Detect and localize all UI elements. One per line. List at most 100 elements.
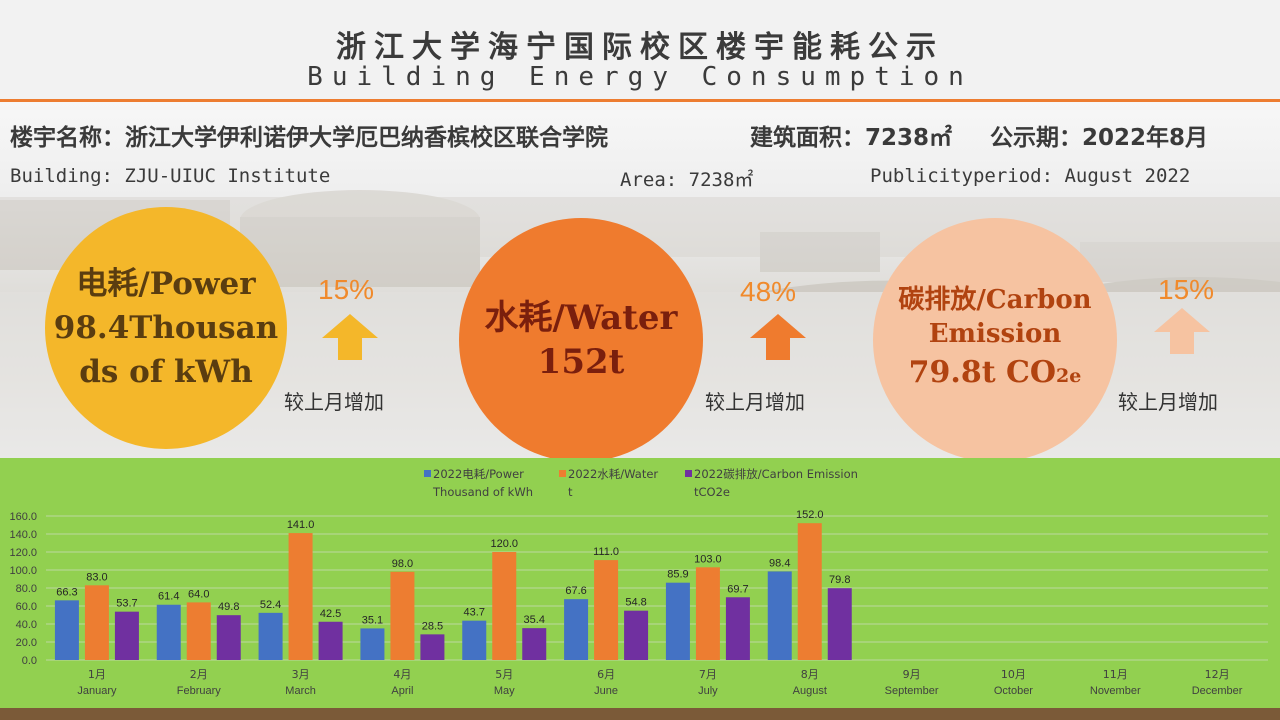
title-en: Building Energy Consumption — [307, 62, 973, 92]
legend-swatch — [685, 470, 692, 477]
x-tick-label: 11月 — [1103, 668, 1128, 681]
data-label: 35.4 — [524, 614, 545, 626]
building-name-en: Building: ZJU-UIUC Institute — [10, 165, 331, 187]
x-tick-label: 5月 — [495, 668, 513, 681]
x-tick-label: 8月 — [801, 668, 819, 681]
x-tick-label-en: October — [994, 685, 1033, 697]
legend-label-2: t — [568, 485, 573, 499]
y-tick-label: 40.0 — [16, 619, 37, 631]
data-label: 79.8 — [829, 574, 850, 586]
data-label: 54.8 — [625, 597, 646, 609]
bar — [665, 582, 690, 660]
bar — [624, 610, 649, 660]
data-label: 61.4 — [158, 591, 179, 603]
y-tick-label: 140.0 — [9, 529, 37, 541]
water-change-percent: 48% — [740, 276, 797, 307]
campus-photo-band: 楼宇名称：浙江大学伊利诺伊大学厄巴纳香槟校区联合学院 建筑面积：7238㎡ 公示… — [0, 102, 1280, 458]
bar — [318, 621, 343, 660]
data-label: 35.1 — [362, 614, 383, 626]
data-label: 67.6 — [565, 585, 586, 597]
bar — [522, 628, 547, 660]
bar — [288, 533, 313, 660]
bar — [258, 612, 283, 660]
power-arrow-up-icon — [322, 314, 378, 360]
x-tick-label-en: June — [594, 685, 618, 697]
legend-label-2: tCO2e — [694, 485, 730, 499]
data-label: 66.3 — [56, 586, 77, 598]
bar — [827, 588, 852, 660]
legend-label: 2022碳排放/Carbon Emission — [694, 467, 858, 481]
x-tick-label-en: January — [77, 685, 117, 697]
x-tick-label-en: November — [1090, 685, 1141, 697]
power-circle: 电耗/Power 98.4Thousan ds of kWh — [45, 207, 287, 449]
x-tick-label-en: September — [885, 685, 939, 697]
chart-band: 0.0 20.0 40.0 60.0 80.0 100.0 120.0 140.0 160.0 2… — [0, 458, 1280, 710]
x-tick-label: 9月 — [903, 668, 921, 681]
legend-swatch — [424, 470, 431, 477]
x-tick-label: 7月 — [699, 668, 717, 681]
x-tick-label-en: December — [1192, 685, 1243, 697]
data-label: 111.0 — [593, 546, 619, 558]
data-label: 98.4 — [769, 557, 790, 569]
data-label: 141.0 — [287, 519, 315, 531]
period-en: Publicityperiod: August 2022 — [870, 165, 1191, 187]
y-tick-label: 80.0 — [16, 583, 37, 595]
monthly-consumption-chart: 0.0 20.0 40.0 60.0 80.0 100.0 120.0 140.0 160.0 2… — [9, 467, 1268, 697]
bar — [216, 615, 241, 660]
y-tick-label: 60.0 — [16, 601, 37, 613]
x-tick-label: 3月 — [292, 668, 310, 681]
bar — [360, 628, 385, 660]
x-tick-label: 1月 — [88, 668, 106, 681]
y-tick-label: 0.0 — [22, 655, 37, 667]
legend-swatch — [559, 470, 566, 477]
x-tick-label-en: August — [793, 685, 827, 697]
y-tick-label: 120.0 — [9, 547, 37, 559]
x-tick-label: 6月 — [597, 668, 615, 681]
y-tick-label: 160.0 — [9, 511, 37, 523]
data-label: 85.9 — [667, 569, 688, 581]
bar — [390, 571, 415, 660]
data-label: 53.7 — [116, 598, 137, 610]
bar — [54, 600, 79, 660]
legend-label: 2022水耗/Water — [568, 467, 658, 481]
water-circle: 水耗/Water 152t — [459, 218, 703, 458]
power-unit: ds of kWh — [79, 354, 253, 390]
bar — [797, 523, 822, 660]
area-en: Area: 7238㎡ — [620, 169, 754, 191]
legend-label: 2022电耗/Power — [433, 467, 524, 481]
bar — [725, 597, 750, 660]
x-tick-label: 10月 — [1001, 668, 1026, 681]
carbon-change-percent: 15% — [1158, 274, 1215, 305]
x-tick-label-en: May — [494, 685, 515, 697]
carbon-label: 碳排放/Carbon — [898, 284, 1092, 315]
data-label: 69.7 — [727, 583, 748, 595]
data-label: 152.0 — [796, 509, 824, 521]
header: 浙江大学海宁国际校区楼宇能耗公示 Building Energy Consump… — [0, 0, 1280, 100]
water-arrow-up-icon — [750, 314, 806, 360]
bar — [84, 585, 109, 660]
data-label: 49.8 — [218, 601, 239, 613]
title-cn: 浙江大学海宁国际校区楼宇能耗公示 — [336, 30, 944, 65]
bar — [462, 620, 487, 660]
carbon-circle: 碳排放/Carbon Emission 79.8t CO2e — [873, 218, 1117, 458]
bar — [492, 552, 517, 660]
data-label: 103.0 — [694, 553, 722, 565]
y-tick-label: 20.0 — [16, 637, 37, 649]
period-cn: 公示期：2022年8月 — [990, 125, 1209, 151]
legend-label-2: Thousand of kWh — [432, 485, 533, 499]
data-label: 28.5 — [422, 620, 443, 632]
power-compare-label: 较上月增加 — [284, 390, 384, 414]
data-label: 120.0 — [490, 538, 518, 550]
y-tick-label: 100.0 — [9, 565, 37, 577]
x-tick-label-en: March — [285, 685, 316, 697]
data-label: 42.5 — [320, 608, 341, 620]
bar — [156, 604, 181, 660]
bar — [695, 567, 720, 660]
x-tick-label: 2月 — [190, 668, 208, 681]
bar — [564, 599, 589, 660]
data-label: 83.0 — [86, 571, 107, 583]
power-change-percent: 15% — [318, 274, 375, 305]
water-compare-label: 较上月增加 — [705, 390, 805, 414]
power-value: 98.4Thousan — [53, 310, 279, 346]
